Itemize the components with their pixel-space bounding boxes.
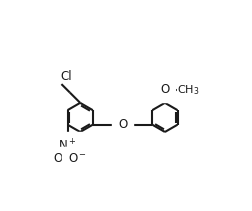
Text: N$^+$: N$^+$ (58, 138, 77, 153)
Text: O$^-$: O$^-$ (68, 152, 86, 165)
Text: O: O (160, 83, 169, 96)
Text: O: O (117, 118, 127, 131)
Text: O: O (53, 152, 62, 165)
Text: CH$_3$: CH$_3$ (177, 83, 199, 96)
Text: Cl: Cl (60, 70, 71, 83)
